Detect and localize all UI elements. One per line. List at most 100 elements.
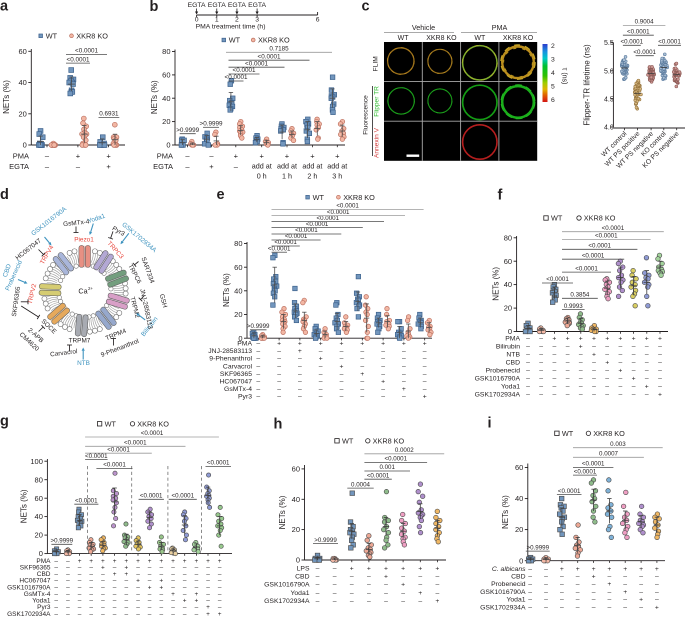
svg-text:–: –: [136, 584, 140, 591]
svg-text:+: +: [319, 341, 323, 348]
svg-text:+: +: [576, 566, 580, 573]
svg-text:20: 20: [18, 109, 26, 118]
svg-text:–: –: [256, 394, 260, 401]
svg-text:<0.0001: <0.0001: [75, 48, 98, 55]
svg-text:–: –: [78, 591, 82, 598]
svg-text:Carvacrol: Carvacrol: [223, 363, 253, 370]
svg-text:–: –: [655, 589, 659, 596]
svg-text:–: –: [401, 590, 405, 597]
svg-text:–: –: [632, 344, 636, 351]
svg-text:<0.0001: <0.0001: [268, 245, 291, 252]
svg-text:C. albicans: C. albicans: [492, 566, 526, 573]
svg-text:–: –: [560, 597, 564, 604]
svg-text:–: –: [360, 394, 364, 401]
svg-text:WT: WT: [313, 193, 325, 202]
svg-text:–: –: [658, 368, 662, 375]
svg-text:f: f: [498, 187, 503, 203]
svg-text:+: +: [209, 162, 214, 171]
svg-text:–: –: [645, 344, 649, 351]
svg-text:0.6931: 0.6931: [99, 111, 119, 118]
svg-text:40: 40: [35, 512, 43, 521]
svg-text:<0.0001: <0.0001: [107, 446, 130, 453]
svg-text:0: 0: [23, 141, 27, 150]
svg-text:–: –: [360, 363, 364, 370]
svg-text:HC067047: HC067047: [19, 578, 50, 585]
svg-text:60: 60: [515, 463, 523, 472]
svg-text:–: –: [592, 581, 596, 588]
svg-text:–: –: [632, 360, 636, 367]
svg-text:–: –: [539, 368, 543, 375]
svg-text:JNJ-28583113: JNJ-28583113: [208, 348, 252, 355]
svg-text:–: –: [171, 565, 175, 572]
svg-text:–: –: [89, 598, 93, 605]
svg-text:+: +: [159, 584, 163, 591]
svg-text:–: –: [619, 376, 623, 383]
svg-text:GSK1016790A: GSK1016790A: [480, 589, 526, 596]
svg-text:Carvacrol: Carvacrol: [50, 348, 78, 358]
svg-text:5: 5: [551, 84, 555, 91]
svg-text:+: +: [206, 604, 210, 611]
svg-text:Flipper TR: Flipper TR: [374, 86, 381, 117]
svg-text:+: +: [195, 558, 199, 565]
svg-text:2: 2: [551, 43, 555, 50]
svg-text:–: –: [54, 578, 58, 585]
svg-text:–: –: [89, 591, 93, 598]
svg-text:+: +: [632, 336, 636, 343]
svg-text:NETs (%): NETs (%): [501, 495, 510, 529]
svg-text:<0.0001: <0.0001: [595, 233, 618, 240]
svg-text:–: –: [576, 581, 580, 588]
svg-text:–: –: [623, 604, 627, 611]
svg-text:–: –: [402, 371, 406, 378]
svg-text:–: –: [381, 394, 385, 401]
svg-text:NETs (%): NETs (%): [222, 273, 231, 307]
svg-text:0.001: 0.001: [379, 464, 395, 471]
svg-text:–: –: [66, 571, 70, 578]
svg-text:–: –: [566, 376, 570, 383]
svg-text:–: –: [340, 356, 344, 363]
svg-text:+: +: [607, 581, 611, 588]
svg-text:–: –: [171, 584, 175, 591]
svg-text:–: –: [605, 368, 609, 375]
svg-text:–: –: [579, 352, 583, 359]
svg-text:CBD: CBD: [295, 574, 309, 581]
svg-text:–: –: [539, 344, 543, 351]
svg-text:EGTA: EGTA: [9, 162, 29, 171]
svg-text:XKR8 KO: XKR8 KO: [258, 36, 290, 45]
svg-text:–: –: [639, 574, 643, 581]
svg-text:–: –: [605, 392, 609, 399]
svg-text:–: –: [401, 598, 405, 605]
svg-text:5.0: 5.0: [604, 68, 614, 75]
svg-text:0.0004: 0.0004: [351, 481, 370, 488]
svg-text:4.5: 4.5: [604, 96, 614, 103]
svg-text:–: –: [66, 558, 70, 565]
svg-text:<0.0001: <0.0001: [67, 56, 90, 63]
svg-text:–: –: [608, 604, 612, 611]
svg-text:–: –: [333, 574, 337, 581]
svg-text:–: –: [256, 363, 260, 370]
svg-text:–: –: [381, 348, 385, 355]
svg-text:+: +: [579, 344, 583, 351]
svg-text:+: +: [655, 566, 659, 573]
svg-text:–: –: [566, 344, 570, 351]
svg-text:+: +: [136, 558, 140, 565]
svg-text:–: –: [553, 392, 557, 399]
svg-text:WT: WT: [398, 35, 410, 42]
svg-text:–: –: [66, 578, 70, 585]
svg-text:–: –: [592, 368, 596, 375]
svg-text:–: –: [54, 558, 58, 565]
svg-text:–: –: [218, 604, 222, 611]
svg-text:–: –: [539, 352, 543, 359]
svg-text:–: –: [66, 604, 70, 611]
svg-text:–: –: [183, 591, 187, 598]
svg-text:–: –: [553, 368, 557, 375]
svg-text:Yoda1: Yoda1: [32, 598, 51, 605]
svg-text:–: –: [423, 348, 427, 355]
svg-text:–: –: [277, 379, 281, 386]
svg-text:–: –: [553, 376, 557, 383]
svg-text:d: d: [0, 187, 9, 203]
svg-text:–: –: [592, 597, 596, 604]
svg-text:EGTA: EGTA: [188, 2, 206, 9]
svg-text:TRPV2: TRPV2: [27, 283, 39, 305]
svg-text:–: –: [367, 582, 371, 589]
svg-text:–: –: [148, 591, 152, 598]
